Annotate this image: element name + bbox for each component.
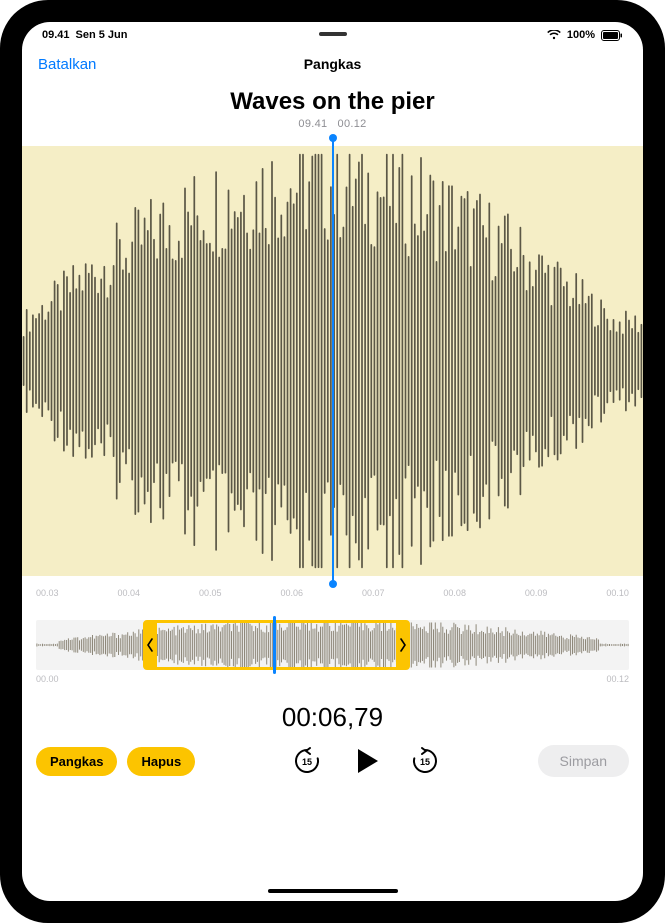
nav-title: Pangkas	[304, 56, 362, 72]
skip-forward-button[interactable]: 15	[410, 746, 440, 776]
trim-button[interactable]: Pangkas	[36, 747, 117, 776]
play-button[interactable]	[350, 745, 382, 777]
wifi-icon	[547, 30, 561, 40]
waveform-overview[interactable]	[36, 620, 629, 670]
ruler-tick: 00.09	[525, 588, 548, 598]
title-block: Waves on the pier 09.41 00.12	[22, 84, 643, 140]
overview-times: 00.00 00.12	[22, 670, 643, 684]
transport-controls: 15 15	[205, 745, 527, 777]
trim-handle-right[interactable]	[396, 621, 410, 669]
overview-playhead[interactable]	[273, 616, 276, 674]
screen: 09.41 Sen 5 Jun 100% Batalkan Pangkas Wa…	[22, 22, 643, 901]
ruler-tick: 00.08	[443, 588, 466, 598]
device-frame: 09.41 Sen 5 Jun 100% Batalkan Pangkas Wa…	[0, 0, 665, 923]
ruler-tick: 00.04	[117, 588, 140, 598]
cancel-button[interactable]: Batalkan	[38, 56, 96, 73]
recording-meta: 09.41 00.12	[22, 118, 643, 130]
trim-selection[interactable]	[143, 620, 410, 670]
home-indicator[interactable]	[268, 889, 398, 893]
skip-fwd-amount: 15	[420, 757, 430, 767]
skip-back-amount: 15	[302, 757, 312, 767]
playhead[interactable]	[332, 138, 334, 584]
overview-end-label: 00.12	[606, 674, 629, 684]
current-time: 00:06,79	[22, 702, 643, 733]
status-date: Sen 5 Jun	[76, 29, 128, 41]
controls-row: Pangkas Hapus 15 15	[22, 745, 643, 787]
ruler-tick: 00.05	[199, 588, 222, 598]
multitask-pill[interactable]	[319, 32, 347, 36]
recording-meta-time: 09.41	[298, 118, 327, 130]
nav-bar: Batalkan Pangkas	[22, 44, 643, 84]
skip-back-button[interactable]: 15	[292, 746, 322, 776]
battery-icon	[601, 30, 623, 41]
recording-title[interactable]: Waves on the pier	[22, 88, 643, 116]
waveform-main[interactable]	[22, 146, 643, 576]
delete-button[interactable]: Hapus	[127, 747, 195, 776]
ruler-tick: 00.03	[36, 588, 59, 598]
battery-percent: 100%	[567, 29, 595, 41]
ruler-tick: 00.07	[362, 588, 385, 598]
status-time: 09.41	[42, 29, 70, 41]
ruler-tick: 00.10	[606, 588, 629, 598]
ruler-tick: 00.06	[280, 588, 303, 598]
overview-start-label: 00.00	[36, 674, 59, 684]
trim-handle-left[interactable]	[143, 621, 157, 669]
recording-meta-duration: 00.12	[338, 118, 367, 130]
save-button[interactable]: Simpan	[538, 745, 629, 777]
